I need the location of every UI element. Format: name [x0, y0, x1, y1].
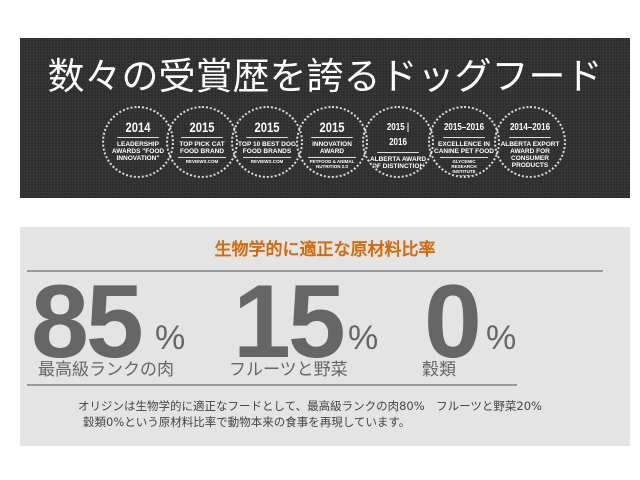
badge-text: TOP 10 BEST DOG FOOD BRANDS: [238, 141, 296, 155]
badge-year: 2014–2016: [509, 120, 551, 138]
stat-unit: %: [155, 319, 186, 357]
badge-text: ALBERTA EXPORT AWARD FOR CONSUMER PRODUC…: [500, 141, 560, 169]
divider: [27, 270, 603, 272]
badge-year: 2015: [311, 120, 353, 138]
award-badge: 2015 | 2016 ALBERTA AWARD OF DISTINCTION: [362, 106, 434, 178]
badge-text: LEADERSHIP AWARDS "FOOD INNOVATION": [111, 141, 165, 162]
stat-value: 15: [233, 264, 346, 380]
awards-banner: 数々の受賞歴を誇るドッグフード 2014 LEADERSHIP AWARDS "F…: [20, 38, 630, 198]
award-badge: 2015 INNOVATION AWARD PETFOOD & ANIMAL NUT…: [296, 106, 368, 178]
stat-value: 0: [424, 264, 482, 380]
ratio-description: オリジンは生物学的に適正なフードとして、最高級ランクの肉80% フルーツと野菜2…: [78, 398, 542, 430]
award-badge: 2014–2016 ALBERTA EXPORT AWARD FOR CONSUM…: [494, 106, 566, 178]
description-line: オリジンは生物学的に適正なフードとして、最高級ランクの肉80% フルーツと野菜2…: [78, 399, 542, 413]
stat-unit: %: [486, 319, 517, 357]
award-badge: 2015 TOP 10 BEST DOG FOOD BRANDS REVIEWS.C…: [231, 106, 303, 178]
badge-year: 2015: [246, 120, 288, 138]
badge-text: ALBERTA AWARD OF DISTINCTION: [369, 156, 427, 170]
stat-value: 85: [31, 264, 144, 380]
badge-text: TOP PICK CAT FOOD BRAND: [179, 141, 225, 155]
badge-year: 2015: [181, 120, 223, 138]
badge-source: PETFOOD & ANIMAL NUTRITION 2.0: [308, 157, 356, 169]
badge-text: INNOVATION AWARD: [312, 141, 352, 155]
ingredient-ratio-panel: 生物学的に適正な原材料比率 85 % 最高級ランクの肉 15 % フルーツと野菜…: [20, 227, 630, 446]
badge-year: 2015–2016: [443, 120, 485, 138]
award-badge: 2014 LEADERSHIP AWARDS "FOOD INNOVATION": [102, 106, 174, 178]
badge-source: GLYCEMIC RESEARCH INSTITUTE WASHINGTON D…: [440, 157, 488, 176]
ratio-title: 生物学的に適正な原材料比率: [214, 240, 436, 260]
badge-text: EXCELLENCE IN CANINE PET FOOD: [434, 141, 494, 155]
badge-year: 2015 | 2016: [377, 120, 419, 153]
banner-title: 数々の受賞歴を誇るドッグフード: [47, 55, 603, 98]
badge-source: REVIEWS.COM: [243, 157, 291, 164]
description-line: 穀類0%という原材料比率で動物本来の食事を再現しています。: [83, 415, 411, 429]
stat-unit: %: [348, 319, 379, 357]
stat-label: 最高級ランクの肉: [38, 360, 174, 380]
stat-label: フルーツと野菜: [229, 360, 348, 380]
divider: [27, 384, 517, 386]
badge-source: REVIEWS.COM: [178, 157, 226, 164]
award-badge: 2015 TOP PICK CAT FOOD BRAND REVIEWS.COM: [166, 106, 238, 178]
award-badge: 2015–2016 EXCELLENCE IN CANINE PET FOOD GL…: [428, 106, 500, 178]
badge-year: 2014: [117, 120, 159, 138]
stat-label: 穀類: [422, 360, 456, 380]
